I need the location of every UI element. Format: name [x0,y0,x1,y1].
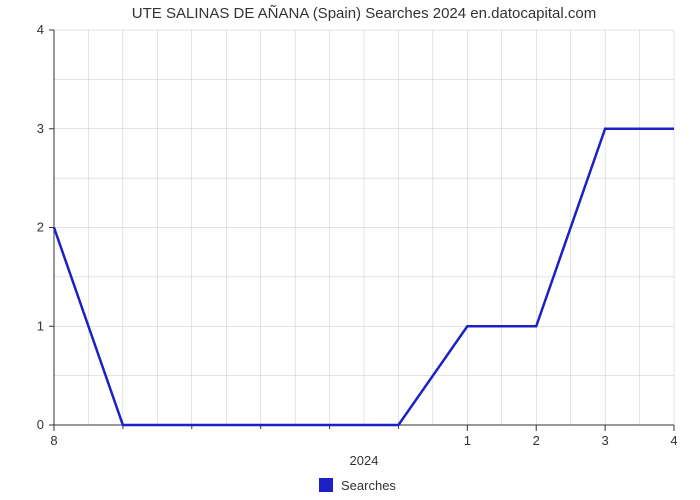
x-tick-label: 4 [670,433,677,448]
chart-container: 0123481234UTE SALINAS DE AÑANA (Spain) S… [0,0,700,500]
y-tick-label: 1 [37,318,44,333]
chart-title: UTE SALINAS DE AÑANA (Spain) Searches 20… [132,5,596,22]
legend-label: Searches [341,478,396,493]
y-tick-label: 0 [37,417,44,432]
line-chart: 0123481234UTE SALINAS DE AÑANA (Spain) S… [0,0,700,500]
legend-swatch [319,478,333,492]
y-tick-label: 3 [37,121,44,136]
x-tick-label: 8 [50,433,57,448]
x-tick-label: 2 [533,433,540,448]
y-tick-label: 2 [37,220,44,235]
x-tick-label: 1 [464,433,471,448]
x-tick-label: 3 [601,433,608,448]
x-axis-label: 2024 [350,453,379,468]
y-tick-label: 4 [37,22,44,37]
